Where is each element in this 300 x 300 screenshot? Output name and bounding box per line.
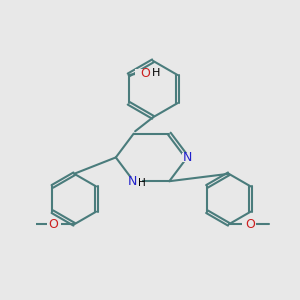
Text: O: O — [140, 67, 150, 80]
Text: N: N — [182, 151, 192, 164]
FancyBboxPatch shape — [135, 69, 152, 78]
Text: H: H — [152, 68, 160, 79]
FancyBboxPatch shape — [47, 220, 61, 229]
Text: H: H — [138, 178, 146, 188]
Text: O: O — [48, 218, 58, 231]
FancyBboxPatch shape — [242, 220, 256, 229]
Text: N: N — [128, 175, 137, 188]
FancyBboxPatch shape — [182, 153, 192, 162]
Text: O: O — [245, 218, 255, 231]
FancyBboxPatch shape — [27, 220, 36, 228]
FancyBboxPatch shape — [125, 177, 142, 185]
